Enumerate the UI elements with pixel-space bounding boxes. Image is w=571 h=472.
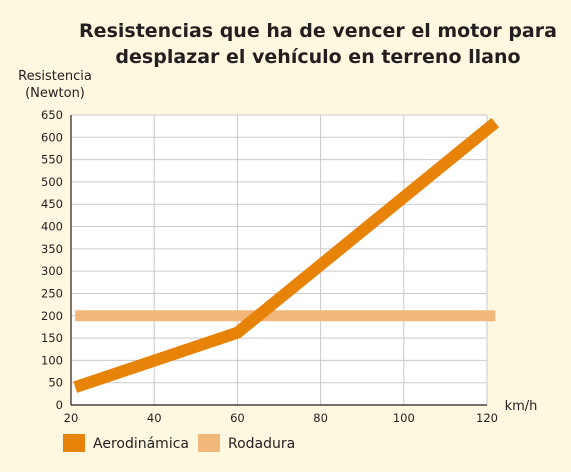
legend-swatch <box>63 434 85 452</box>
x-tick-label: 20 <box>64 411 79 425</box>
y-tick-label: 350 <box>41 242 63 256</box>
y-tick-label: 550 <box>41 153 63 167</box>
chart-title-line-2: desplazar el vehículo en terreno llano <box>115 46 520 68</box>
y-tick-label: 650 <box>41 108 63 122</box>
legend-label: Aerodinámica <box>93 436 189 452</box>
y-axis-label-line-1: Resistencia <box>18 69 92 84</box>
legend-swatch <box>198 434 220 452</box>
y-tick-label: 250 <box>41 286 63 300</box>
x-ticks: 20 40 60 80 100 120 <box>64 411 498 425</box>
y-tick-label: 0 <box>56 398 63 412</box>
y-tick-label: 50 <box>48 376 63 390</box>
y-tick-label: 600 <box>41 130 63 144</box>
y-tick-label: 100 <box>41 353 63 367</box>
legend: Aerodinámica Rodadura <box>63 434 295 452</box>
legend-label: Rodadura <box>228 436 295 452</box>
y-tick-label: 200 <box>41 309 63 323</box>
x-axis-label: km/h <box>505 399 538 414</box>
x-tick-label: 60 <box>230 411 245 425</box>
y-axis-label-line-2: (Newton) <box>25 86 85 101</box>
y-ticks: 0 50 100 150 200 250 300 350 400 450 500 550 600 650 <box>41 108 63 412</box>
x-tick-label: 120 <box>476 411 498 425</box>
series-line-aerodinamica <box>73 117 500 393</box>
x-tick-label: 40 <box>147 411 162 425</box>
series <box>73 117 500 393</box>
x-tick-label: 100 <box>393 411 415 425</box>
y-tick-label: 300 <box>41 264 63 278</box>
y-tick-label: 450 <box>41 197 63 211</box>
x-tick-label: 80 <box>313 411 328 425</box>
y-tick-label: 500 <box>41 175 63 189</box>
y-tick-label: 400 <box>41 220 63 234</box>
plot-area <box>71 115 487 405</box>
chart-title-line-1: Resistencias que ha de vencer el motor p… <box>79 20 557 42</box>
y-tick-label: 150 <box>41 331 63 345</box>
